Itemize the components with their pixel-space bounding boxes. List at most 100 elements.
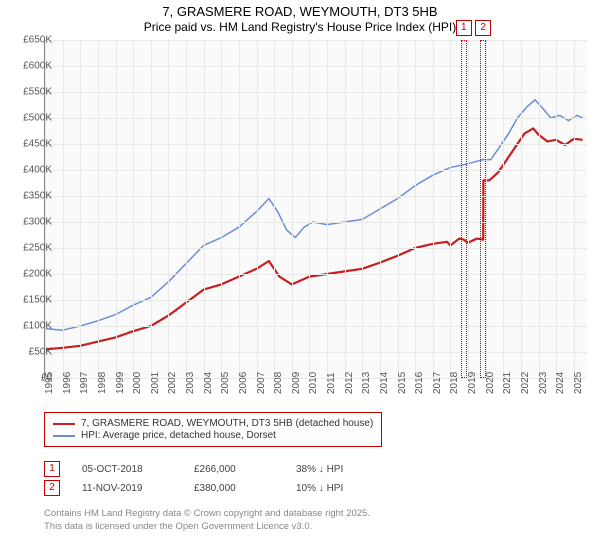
gridline-v bbox=[221, 40, 222, 378]
x-tick-label: 1997 bbox=[79, 372, 90, 394]
gridline-v bbox=[433, 40, 434, 378]
gridline-h bbox=[45, 118, 587, 119]
gridline-h bbox=[45, 92, 587, 93]
legend-swatch bbox=[53, 423, 75, 425]
x-tick-label: 2017 bbox=[432, 372, 443, 394]
line-layer bbox=[45, 40, 587, 378]
legend-swatch bbox=[53, 435, 75, 437]
x-tick-label: 2020 bbox=[485, 372, 496, 394]
gridline-v bbox=[362, 40, 363, 378]
transaction-table: 1 05-OCT-2018 £266,000 38% ↓ HPI 2 11-NOV-201… bbox=[44, 458, 386, 499]
y-tick-label: £50K bbox=[12, 347, 52, 358]
gridline-v bbox=[539, 40, 540, 378]
x-tick-label: 2009 bbox=[291, 372, 302, 394]
x-tick-label: 2008 bbox=[273, 372, 284, 394]
x-tick-label: 2003 bbox=[185, 372, 196, 394]
x-tick-label: 2023 bbox=[538, 372, 549, 394]
gridline-v bbox=[80, 40, 81, 378]
y-tick-label: £0 bbox=[12, 373, 52, 384]
x-tick-label: 2012 bbox=[344, 372, 355, 394]
transaction-price: £266,000 bbox=[194, 464, 274, 475]
legend-box: 7, GRASMERE ROAD, WEYMOUTH, DT3 5HB (det… bbox=[44, 412, 382, 447]
y-tick-label: £400K bbox=[12, 165, 52, 176]
x-tick-label: 2016 bbox=[414, 372, 425, 394]
legend-label: HPI: Average price, detached house, Dors… bbox=[81, 430, 276, 441]
y-tick-label: £250K bbox=[12, 243, 52, 254]
transaction-row: 1 05-OCT-2018 £266,000 38% ↓ HPI bbox=[44, 461, 386, 477]
series-price_paid bbox=[45, 128, 583, 349]
gridline-v bbox=[292, 40, 293, 378]
y-tick-label: £300K bbox=[12, 217, 52, 228]
legend-item: HPI: Average price, detached house, Dors… bbox=[53, 430, 373, 441]
gridline-v bbox=[116, 40, 117, 378]
x-tick-label: 2007 bbox=[256, 372, 267, 394]
gridline-h bbox=[45, 40, 587, 41]
marker-band-1 bbox=[461, 40, 467, 378]
y-tick-label: £100K bbox=[12, 321, 52, 332]
gridline-v bbox=[574, 40, 575, 378]
gridline-v bbox=[204, 40, 205, 378]
y-tick-label: £500K bbox=[12, 113, 52, 124]
x-tick-label: 2005 bbox=[220, 372, 231, 394]
legend-label: 7, GRASMERE ROAD, WEYMOUTH, DT3 5HB (det… bbox=[81, 418, 373, 429]
footer-attribution: Contains HM Land Registry data © Crown c… bbox=[44, 508, 370, 534]
x-tick-label: 1999 bbox=[115, 372, 126, 394]
marker-label-2: 2 bbox=[475, 20, 491, 36]
gridline-v bbox=[309, 40, 310, 378]
gridline-v bbox=[98, 40, 99, 378]
plot-area: 12 bbox=[44, 40, 587, 379]
gridline-v bbox=[398, 40, 399, 378]
transaction-row: 2 11-NOV-2019 £380,000 10% ↓ HPI bbox=[44, 480, 386, 496]
gridline-h bbox=[45, 300, 587, 301]
transaction-delta: 10% ↓ HPI bbox=[296, 483, 386, 494]
x-tick-label: 2013 bbox=[361, 372, 372, 394]
x-tick-label: 2025 bbox=[573, 372, 584, 394]
x-tick-label: 2000 bbox=[132, 372, 143, 394]
x-tick-label: 2019 bbox=[467, 372, 478, 394]
gridline-h bbox=[45, 66, 587, 67]
title-block: 7, GRASMERE ROAD, WEYMOUTH, DT3 5HB Pric… bbox=[0, 0, 600, 34]
gridline-v bbox=[450, 40, 451, 378]
gridline-h bbox=[45, 196, 587, 197]
transaction-id: 1 bbox=[44, 461, 60, 477]
gridline-v bbox=[274, 40, 275, 378]
footer-line2: This data is licensed under the Open Gov… bbox=[44, 521, 370, 534]
transaction-price: £380,000 bbox=[194, 483, 274, 494]
x-tick-label: 2022 bbox=[520, 372, 531, 394]
gridline-v bbox=[380, 40, 381, 378]
gridline-v bbox=[63, 40, 64, 378]
y-tick-label: £150K bbox=[12, 295, 52, 306]
title-address: 7, GRASMERE ROAD, WEYMOUTH, DT3 5HB bbox=[0, 4, 600, 19]
footer-line1: Contains HM Land Registry data © Crown c… bbox=[44, 508, 370, 521]
transaction-id: 2 bbox=[44, 480, 60, 496]
transaction-date: 11-NOV-2019 bbox=[82, 483, 172, 494]
gridline-v bbox=[168, 40, 169, 378]
transaction-delta: 38% ↓ HPI bbox=[296, 464, 386, 475]
x-tick-label: 2018 bbox=[449, 372, 460, 394]
gridline-v bbox=[556, 40, 557, 378]
gridline-h bbox=[45, 274, 587, 275]
gridline-h bbox=[45, 222, 587, 223]
x-tick-label: 2024 bbox=[555, 372, 566, 394]
y-tick-label: £650K bbox=[12, 35, 52, 46]
gridline-v bbox=[239, 40, 240, 378]
gridline-h bbox=[45, 352, 587, 353]
gridline-h bbox=[45, 248, 587, 249]
y-tick-label: £200K bbox=[12, 269, 52, 280]
y-tick-label: £550K bbox=[12, 87, 52, 98]
gridline-v bbox=[415, 40, 416, 378]
transaction-date: 05-OCT-2018 bbox=[82, 464, 172, 475]
y-tick-label: £600K bbox=[12, 61, 52, 72]
legend-item: 7, GRASMERE ROAD, WEYMOUTH, DT3 5HB (det… bbox=[53, 418, 373, 429]
x-tick-label: 1998 bbox=[97, 372, 108, 394]
gridline-v bbox=[133, 40, 134, 378]
chart-container: { "title": { "line1": "7, GRASMERE ROAD,… bbox=[0, 0, 600, 560]
x-tick-label: 2010 bbox=[308, 372, 319, 394]
marker-label-1: 1 bbox=[456, 20, 472, 36]
gridline-v bbox=[186, 40, 187, 378]
x-tick-label: 2001 bbox=[150, 372, 161, 394]
title-subtitle: Price paid vs. HM Land Registry's House … bbox=[0, 20, 600, 34]
y-tick-label: £450K bbox=[12, 139, 52, 150]
x-tick-label: 2011 bbox=[326, 372, 337, 394]
chart-area: 12 1995199619971998199920002001200220032… bbox=[44, 40, 586, 378]
